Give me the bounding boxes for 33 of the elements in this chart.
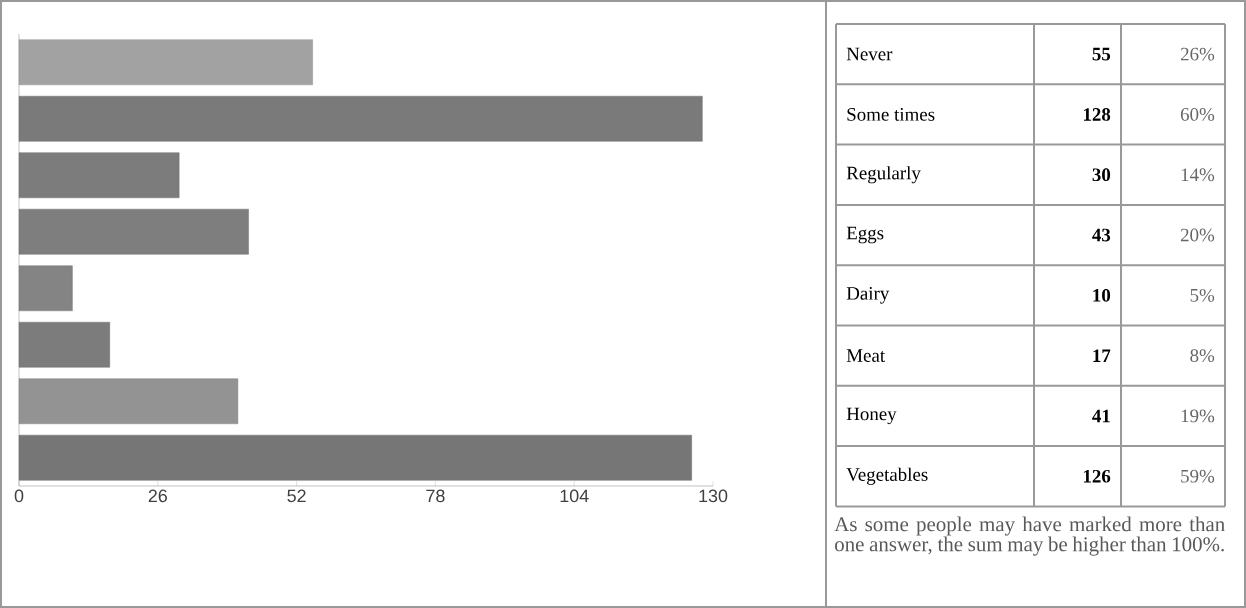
x-tick-label: 130 (699, 489, 728, 503)
x-tick-label: 0 (14, 489, 24, 503)
data-label: 30 (1092, 168, 1111, 182)
data-label: 128 (1083, 108, 1111, 121)
data-label: 55 (1092, 47, 1111, 61)
data-label: 126 (1083, 469, 1111, 483)
y-tick-label: Regularly (846, 166, 921, 184)
bar (18, 378, 239, 425)
y-tick-label: Dairy (846, 287, 890, 304)
x-tick-label: 52 (287, 489, 306, 503)
data-label: 41 (1092, 409, 1110, 423)
text: 26% (1180, 47, 1215, 61)
text: 14% (1181, 168, 1215, 182)
x-tick-label: 104 (560, 489, 589, 503)
data-label: 10 (1093, 288, 1111, 302)
y-tick-label: Vegetables (846, 467, 928, 485)
data-label: 43 (1092, 228, 1111, 242)
y-tick-label: Never (846, 47, 893, 61)
text: 19% (1181, 409, 1215, 423)
y-tick-label: Some times (847, 108, 935, 121)
data-label: 17 (1093, 349, 1111, 362)
bar (18, 39, 313, 86)
text: 8% (1190, 349, 1215, 363)
y-tick-label: Meat (846, 349, 885, 362)
y-tick-label: Eggs (846, 226, 884, 244)
y-tick-label: Honey (846, 407, 897, 425)
text: 20% (1180, 228, 1215, 242)
text: As some people may have marked more than one answer, the sum may be higher than 100%. (834, 516, 1225, 556)
x-tick-label: 26 (148, 489, 167, 503)
text: 60% (1180, 108, 1215, 121)
text: 59% (1181, 469, 1215, 483)
text: 5% (1190, 288, 1215, 302)
x-tick-label: 78 (426, 489, 445, 503)
